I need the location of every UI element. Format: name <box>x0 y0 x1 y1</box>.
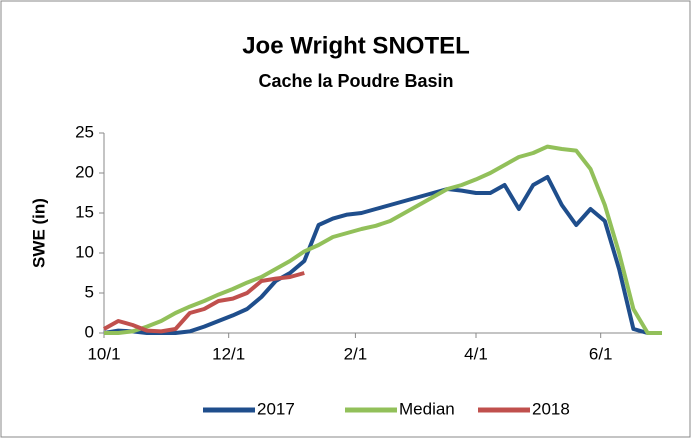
x-tick-label: 12/1 <box>212 344 245 363</box>
y-axis-label: SWE (in) <box>29 198 48 268</box>
legend-label: Median <box>399 399 455 418</box>
series-line <box>104 144 662 335</box>
x-tick-label: 10/1 <box>87 344 120 363</box>
legend-label: 2018 <box>532 399 570 418</box>
series-line <box>103 175 662 335</box>
chart-subtitle: Cache la Poudre Basin <box>258 71 453 91</box>
y-tick-label: 15 <box>75 202 94 221</box>
y-tick-label: 20 <box>75 162 94 181</box>
y-tick-label: 5 <box>85 282 94 301</box>
x-tick-label: 2/1 <box>344 344 368 363</box>
x-tick-label: 4/1 <box>464 344 488 363</box>
chart-title: Joe Wright SNOTEL <box>242 32 470 59</box>
y-tick-label: 25 <box>75 122 94 141</box>
y-tick-label: 10 <box>75 242 94 261</box>
y-tick-label: 0 <box>85 322 94 341</box>
legend-label: 2017 <box>257 399 295 418</box>
series-line <box>103 271 305 334</box>
x-tick-label: 6/1 <box>589 344 613 363</box>
